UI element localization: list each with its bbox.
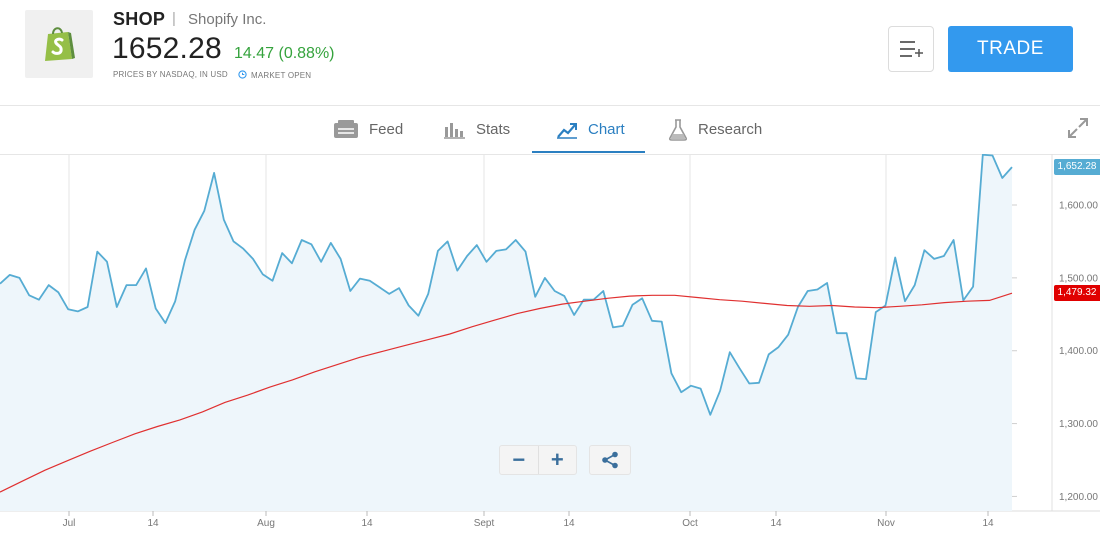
price-chart[interactable]: 1,200.00 1,300.00 1,400.00 1,500.00 1,600.00…	[0, 153, 1100, 530]
last-price-tag: 1,652.28	[1054, 159, 1100, 176]
tab-stats-label: Stats	[476, 121, 511, 138]
current-price: 1652.28	[112, 32, 222, 65]
clock-icon	[238, 70, 247, 81]
add-to-watchlist-button[interactable]	[888, 26, 934, 72]
share-control	[589, 445, 631, 475]
y-tick-label: 1,400.00	[1059, 346, 1098, 357]
x-tick-label: Sept	[474, 518, 495, 529]
price-source: PRICES BY NASDAQ, IN USD	[113, 70, 228, 79]
price-change: 14.47 (0.88%)	[234, 45, 335, 62]
active-tab-indicator	[532, 151, 645, 153]
instrument-header: SHOP | Shopify Inc. 1652.28 14.47 (0.88%…	[0, 0, 1100, 106]
chart-icon	[557, 122, 577, 139]
zoom-in-button[interactable]: +	[537, 446, 577, 474]
x-tick-label: Nov	[877, 518, 895, 529]
tab-research-label: Research	[698, 121, 763, 138]
zoom-controls: − +	[499, 445, 577, 475]
ticker-symbol: SHOP	[113, 9, 166, 29]
section-tabs: Feed Stats Chart Research	[0, 106, 1100, 155]
company-name: Shopify Inc.	[188, 11, 267, 28]
market-status-label: MARKET OPEN	[251, 71, 312, 80]
x-tick-label: 14	[982, 518, 994, 529]
tab-stats[interactable]: Stats	[444, 106, 510, 153]
y-tick-label: 1,600.00	[1059, 201, 1098, 212]
zoom-out-button[interactable]: −	[512, 447, 526, 472]
tab-feed-label: Feed	[369, 121, 404, 138]
research-flask-icon	[668, 118, 688, 141]
share-button[interactable]	[590, 446, 630, 474]
tab-feed[interactable]: Feed	[333, 106, 403, 153]
x-tick-label: Oct	[682, 518, 698, 529]
y-tick-label: 1,300.00	[1059, 419, 1098, 430]
tab-chart-label: Chart	[588, 121, 625, 138]
tab-chart[interactable]: Chart	[556, 106, 625, 153]
stats-icon	[444, 122, 465, 139]
x-tick-label: 14	[770, 518, 782, 529]
add-to-watchlist-icon	[900, 41, 923, 57]
y-tick-label: 1,200.00	[1059, 492, 1098, 503]
share-icon	[602, 451, 618, 469]
tab-research[interactable]: Research	[668, 106, 762, 153]
price-line	[0, 153, 1013, 416]
x-tick-label: Jul	[63, 518, 76, 529]
x-tick-label: 14	[361, 518, 373, 529]
expand-chart-icon[interactable]	[1066, 116, 1090, 140]
x-tick-label: 14	[563, 518, 575, 529]
title-separator: |	[172, 10, 176, 27]
y-tick-label: 1,500.00	[1059, 273, 1098, 284]
market-status: MARKET OPEN	[238, 70, 311, 81]
moving-average-line	[0, 292, 1013, 493]
trade-button[interactable]: TRADE	[948, 26, 1073, 72]
x-tick-label: 14	[147, 518, 159, 529]
feed-icon	[334, 119, 358, 138]
price-area	[0, 154, 1012, 511]
x-tick-label: Aug	[257, 518, 275, 529]
shopify-bag-icon	[25, 10, 93, 78]
moving-average-price-tag: 1,479.32	[1054, 285, 1100, 302]
